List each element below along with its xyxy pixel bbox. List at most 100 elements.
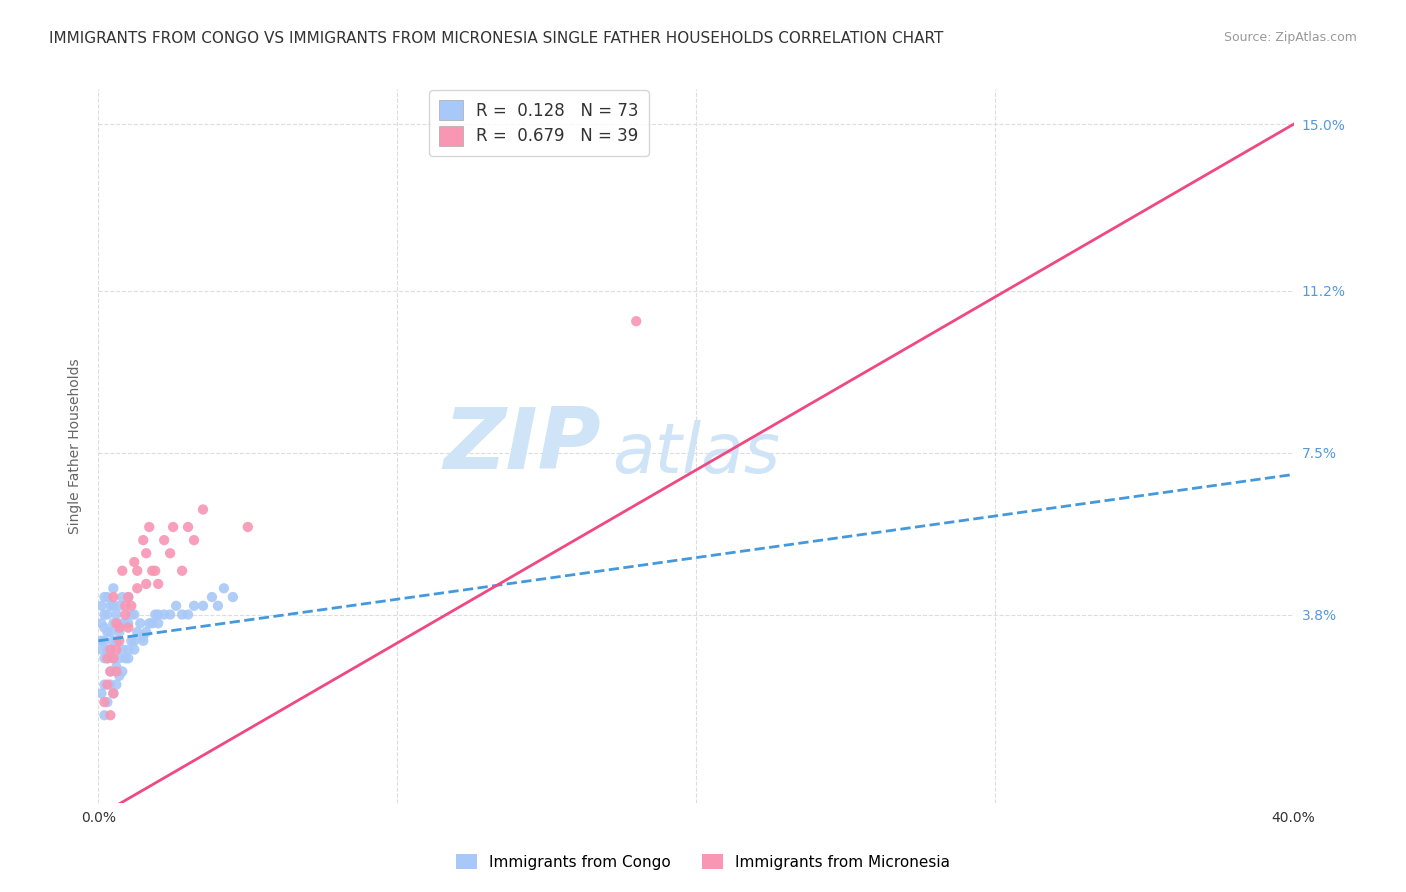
Point xyxy=(103,616,125,631)
Text: atlas: atlas xyxy=(613,419,780,487)
Point xyxy=(127,625,149,640)
Point xyxy=(207,599,229,613)
Point xyxy=(108,633,131,648)
Point xyxy=(105,616,128,631)
Point xyxy=(93,708,115,723)
Point xyxy=(103,686,125,700)
Point xyxy=(191,502,214,516)
Y-axis label: Single Father Households: Single Father Households xyxy=(67,359,82,533)
Point xyxy=(96,651,118,665)
Point xyxy=(98,599,122,613)
Point xyxy=(90,599,112,613)
Point xyxy=(103,582,125,596)
Point xyxy=(103,686,125,700)
Point xyxy=(98,642,122,657)
Point xyxy=(141,616,163,631)
Point xyxy=(114,607,136,622)
Point xyxy=(98,665,122,679)
Point xyxy=(98,677,122,691)
Point xyxy=(111,665,134,679)
Point xyxy=(141,564,163,578)
Point xyxy=(183,533,205,548)
Point xyxy=(90,633,112,648)
Point xyxy=(143,564,166,578)
Point xyxy=(132,533,155,548)
Point xyxy=(96,607,118,622)
Point xyxy=(165,599,187,613)
Point xyxy=(153,607,176,622)
Point xyxy=(98,642,122,657)
Point xyxy=(177,520,200,534)
Point xyxy=(96,625,118,640)
Point xyxy=(212,582,235,596)
Point xyxy=(124,642,146,657)
Point xyxy=(111,590,134,604)
Point xyxy=(96,651,118,665)
Legend: Immigrants from Congo, Immigrants from Micronesia: Immigrants from Congo, Immigrants from M… xyxy=(449,846,957,877)
Point xyxy=(93,621,115,635)
Point xyxy=(177,607,200,622)
Legend: R =  0.128   N = 73, R =  0.679   N = 39: R = 0.128 N = 73, R = 0.679 N = 39 xyxy=(429,90,648,155)
Point xyxy=(108,651,131,665)
Text: Source: ZipAtlas.com: Source: ZipAtlas.com xyxy=(1223,31,1357,45)
Point xyxy=(159,546,181,560)
Point xyxy=(114,599,136,613)
Point xyxy=(93,633,115,648)
Point xyxy=(96,590,118,604)
Point xyxy=(111,564,134,578)
Point xyxy=(120,633,142,648)
Point xyxy=(96,642,118,657)
Point xyxy=(129,616,152,631)
Point xyxy=(172,607,194,622)
Point xyxy=(120,607,142,622)
Point xyxy=(201,590,224,604)
Point xyxy=(135,546,157,560)
Point xyxy=(124,555,146,569)
Point xyxy=(103,599,125,613)
Point xyxy=(93,590,115,604)
Point xyxy=(138,616,160,631)
Point xyxy=(117,642,139,657)
Point xyxy=(114,651,136,665)
Point xyxy=(135,625,157,640)
Point xyxy=(105,633,128,648)
Point xyxy=(108,621,131,635)
Point xyxy=(105,665,128,679)
Point xyxy=(103,651,125,665)
Point xyxy=(108,599,131,613)
Point xyxy=(93,677,115,691)
Point xyxy=(90,642,112,657)
Point xyxy=(105,660,128,674)
Point xyxy=(103,651,125,665)
Point xyxy=(98,708,122,723)
Point xyxy=(117,616,139,631)
Point xyxy=(222,590,245,604)
Point xyxy=(143,607,166,622)
Point xyxy=(148,607,170,622)
Point xyxy=(90,616,112,631)
Point xyxy=(191,599,214,613)
Point xyxy=(103,633,125,648)
Point xyxy=(148,577,170,591)
Text: IMMIGRANTS FROM CONGO VS IMMIGRANTS FROM MICRONESIA SINGLE FATHER HOUSEHOLDS COR: IMMIGRANTS FROM CONGO VS IMMIGRANTS FROM… xyxy=(49,31,943,46)
Point xyxy=(93,607,115,622)
Point xyxy=(117,651,139,665)
Point xyxy=(162,520,184,534)
Point xyxy=(124,633,146,648)
Point xyxy=(138,520,160,534)
Point xyxy=(127,582,149,596)
Point xyxy=(236,520,259,534)
Point xyxy=(105,642,128,657)
Point xyxy=(132,633,155,648)
Point xyxy=(93,695,115,709)
Point xyxy=(98,625,122,640)
Point xyxy=(132,629,155,643)
Point xyxy=(117,590,139,604)
Point xyxy=(153,533,176,548)
Point xyxy=(626,314,648,328)
Point xyxy=(105,677,128,691)
Point xyxy=(111,642,134,657)
Point xyxy=(172,564,194,578)
Point xyxy=(96,677,118,691)
Point xyxy=(117,621,139,635)
